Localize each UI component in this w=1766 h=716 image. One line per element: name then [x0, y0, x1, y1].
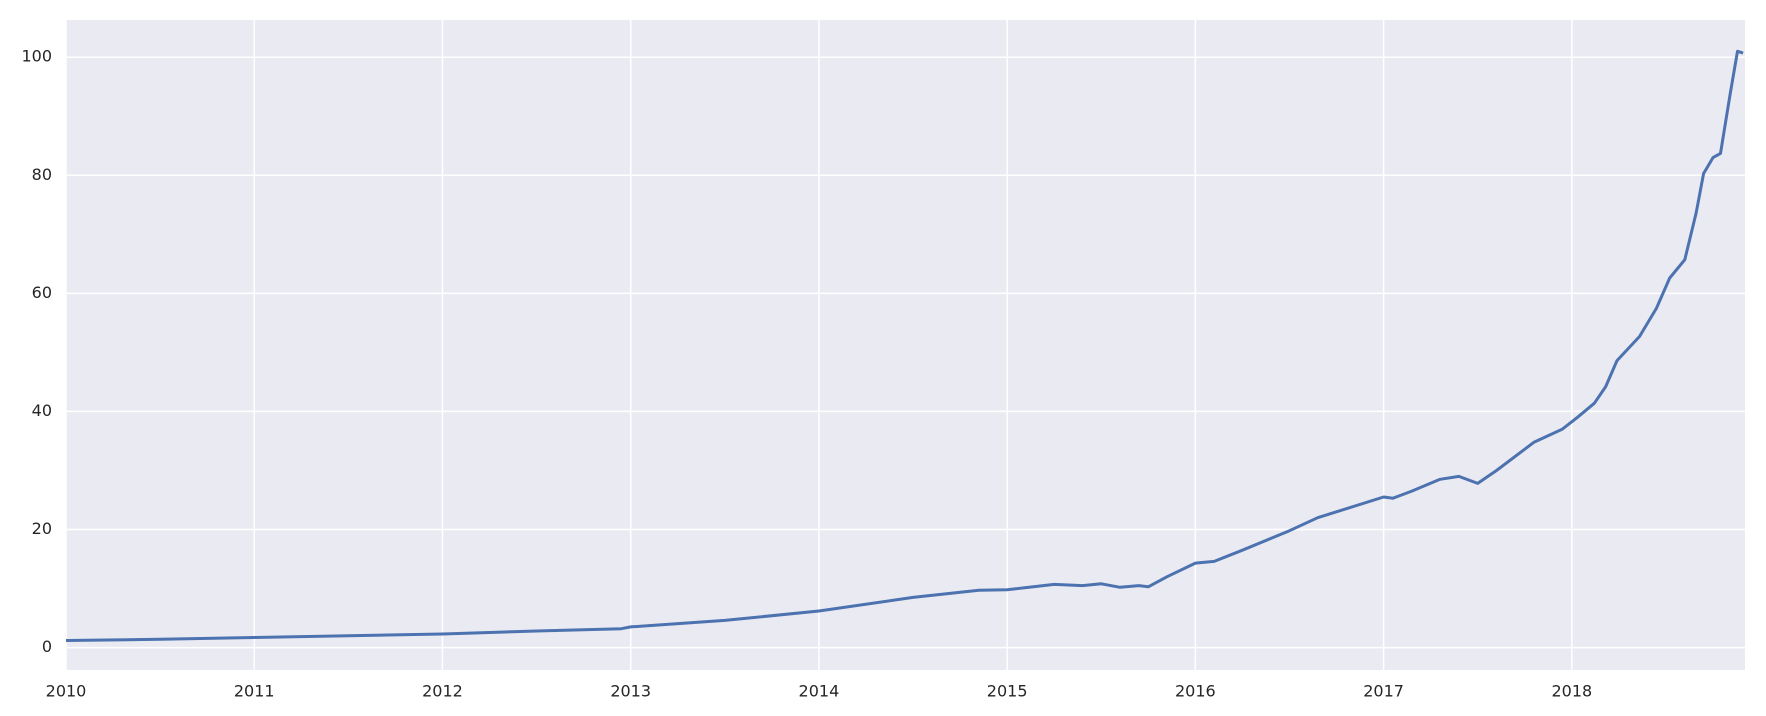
x-tick-label: 2013 [610, 682, 651, 701]
x-tick-label: 2011 [234, 682, 275, 701]
x-tick-label: 2016 [1175, 682, 1216, 701]
x-tick-label: 2010 [46, 682, 87, 701]
y-tick-label: 20 [32, 519, 52, 538]
plot-area [66, 20, 1745, 670]
y-tick-label: 80 [32, 165, 52, 184]
y-tick-label: 0 [42, 637, 52, 656]
y-tick-label: 60 [32, 283, 52, 302]
y-tick-label: 40 [32, 401, 52, 420]
x-tick-label: 2012 [422, 682, 463, 701]
line-series [65, 49, 1744, 642]
y-tick-label: 100 [21, 47, 52, 66]
x-tick-label: 2015 [987, 682, 1028, 701]
x-tick-label: 2018 [1551, 682, 1592, 701]
x-tick-label: 2017 [1363, 682, 1404, 701]
x-tick-label: 2014 [799, 682, 840, 701]
